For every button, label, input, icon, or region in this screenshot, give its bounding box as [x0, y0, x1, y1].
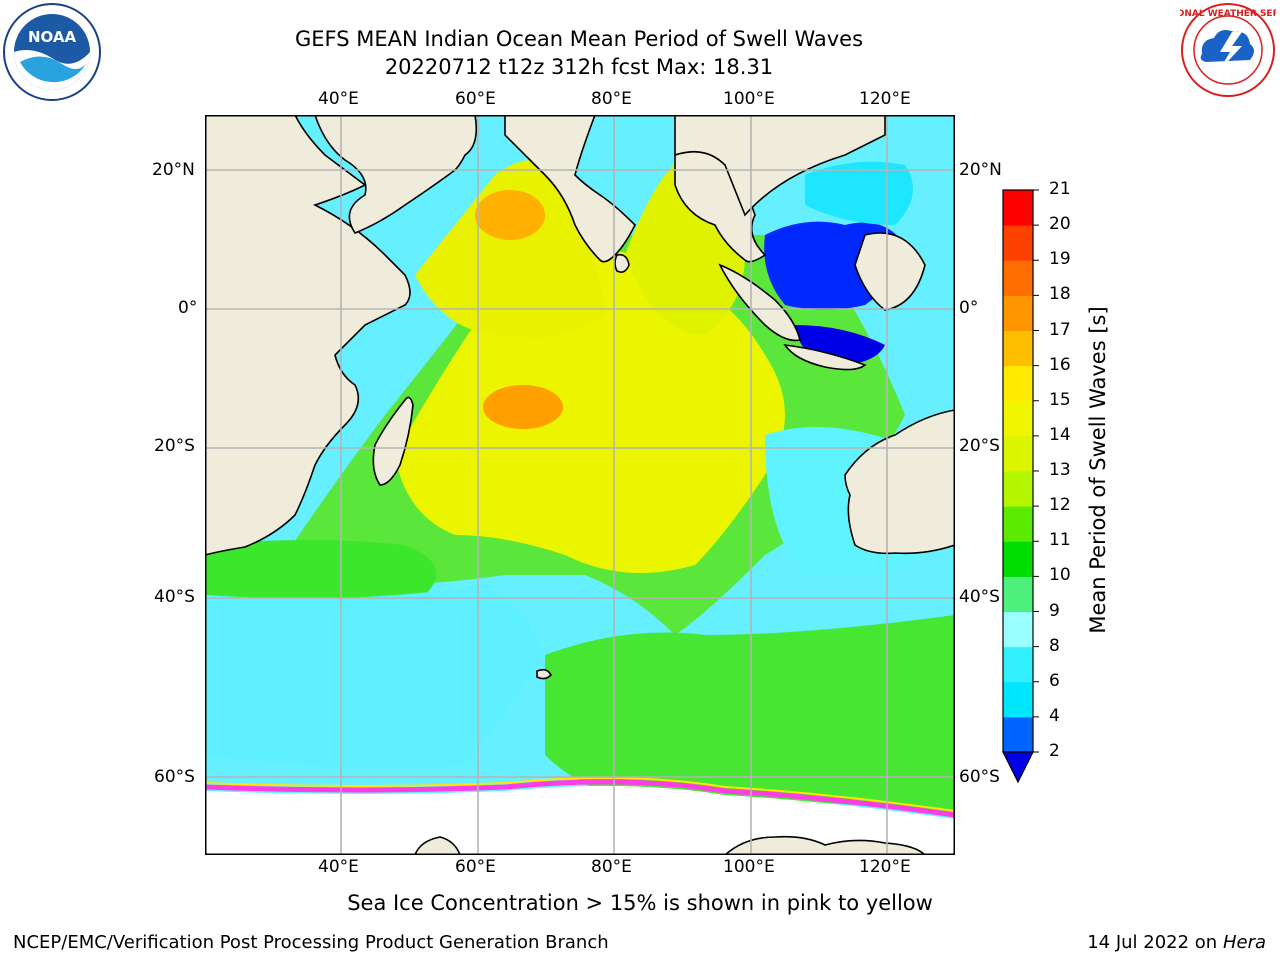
colorbar-segment [1003, 435, 1033, 472]
lat-label-right-0: 0° [959, 298, 979, 318]
lat-label-left-20s: 20°S [154, 436, 195, 456]
colorbar-tick-label: 17 [1049, 319, 1071, 340]
lat-label-left-60s: 60°S [154, 767, 195, 787]
lat-label-right-40s: 40°S [959, 587, 1000, 607]
svg-text:NATIONAL WEATHER SERVICE: NATIONAL WEATHER SERVICE [1180, 9, 1276, 19]
colorbar-segment [1003, 225, 1033, 261]
colorbar-tick-label: 20 [1049, 214, 1071, 235]
colorbar-tick-label: 13 [1049, 460, 1071, 480]
footer-machine: Hera [1222, 932, 1266, 953]
colorbar-tick-label: 16 [1049, 354, 1071, 375]
lat-label-right-20s: 20°S [959, 436, 1000, 456]
colorbar-tick-label: 18 [1049, 284, 1071, 305]
colorbar-under-arrow [1002, 751, 1034, 784]
colorbar-tick-label: 12 [1049, 495, 1071, 516]
colorbar-tick-label: 6 [1049, 670, 1060, 691]
footer-date-text: 14 Jul 2022 on [1087, 932, 1223, 953]
colorbar-tick-label: 2 [1049, 741, 1060, 761]
lon-label-bottom-120e: 120°E [859, 857, 911, 877]
colorbar-segment [1003, 260, 1033, 296]
footer-date: 14 Jul 2022 on Hera [1087, 932, 1266, 953]
colorbar-segment [1003, 471, 1033, 507]
colorbar-segment [1003, 716, 1033, 753]
noaa-logo: NOAA [3, 3, 101, 101]
colorbar-label: Mean Period of Swell Waves [s] [1086, 306, 1110, 634]
lon-label-top-120e: 120°E [859, 89, 911, 109]
lon-label-top-40e: 40°E [318, 89, 359, 109]
map-title: GEFS MEAN Indian Ocean Mean Period of Sw… [294, 27, 864, 51]
noaa-logo-text: NOAA [28, 28, 77, 46]
lon-label-bottom-100e: 100°E [723, 857, 775, 877]
colorbar-segment [1003, 295, 1033, 331]
colorbar-tick-label: 4 [1049, 705, 1060, 726]
colorbar-segment [1003, 611, 1033, 648]
lon-label-bottom-60e: 60°E [455, 857, 496, 877]
graticule [205, 115, 955, 855]
colorbar [1002, 189, 1039, 784]
colorbar-segment [1003, 576, 1033, 612]
colorbar-tick-label: 21 [1049, 179, 1071, 199]
nws-logo: NATIONAL WEATHER SERVICE [1180, 3, 1276, 97]
colorbar-segment [1003, 506, 1033, 542]
lat-label-left-0: 0° [178, 298, 198, 318]
lon-label-top-80e: 80°E [591, 89, 632, 109]
colorbar-tick-label: 8 [1049, 635, 1060, 656]
lat-label-left-20n: 20°N [152, 160, 195, 180]
colorbar-tick-label: 19 [1049, 249, 1071, 270]
colorbar-tick-label: 11 [1049, 530, 1071, 551]
map-frame [205, 115, 955, 855]
lon-label-top-100e: 100°E [723, 89, 775, 109]
colorbar-tick-label: 10 [1049, 565, 1071, 586]
colorbar-segment [1003, 400, 1033, 437]
colorbar-segment [1003, 190, 1033, 226]
lat-label-left-40s: 40°S [154, 587, 195, 607]
lon-label-top-60e: 60°E [455, 89, 496, 109]
colorbar-tick-label: 9 [1049, 600, 1060, 621]
colorbar-segment [1003, 365, 1033, 402]
lon-label-bottom-40e: 40°E [318, 857, 359, 877]
lat-label-right-60s: 60°S [959, 767, 1000, 787]
colorbar-segment [1003, 330, 1033, 367]
map-subtitle: 20220712 t12z 312h fcst Max: 18.31 [384, 55, 774, 79]
colorbar-segment [1003, 646, 1033, 683]
map-panel [205, 115, 955, 855]
colorbar-tick-label: 14 [1049, 424, 1071, 445]
footer-credit: NCEP/EMC/Verification Post Processing Pr… [13, 932, 609, 953]
lon-label-bottom-80e: 80°E [591, 857, 632, 877]
colorbar-tick-label: 15 [1049, 389, 1071, 410]
land-layer [205, 115, 955, 855]
lat-label-right-20n: 20°N [959, 160, 1002, 180]
sea-ice-note: Sea Ice Concentration > 15% is shown in … [347, 891, 933, 915]
colorbar-segment [1003, 541, 1033, 577]
colorbar-segment [1003, 681, 1033, 718]
